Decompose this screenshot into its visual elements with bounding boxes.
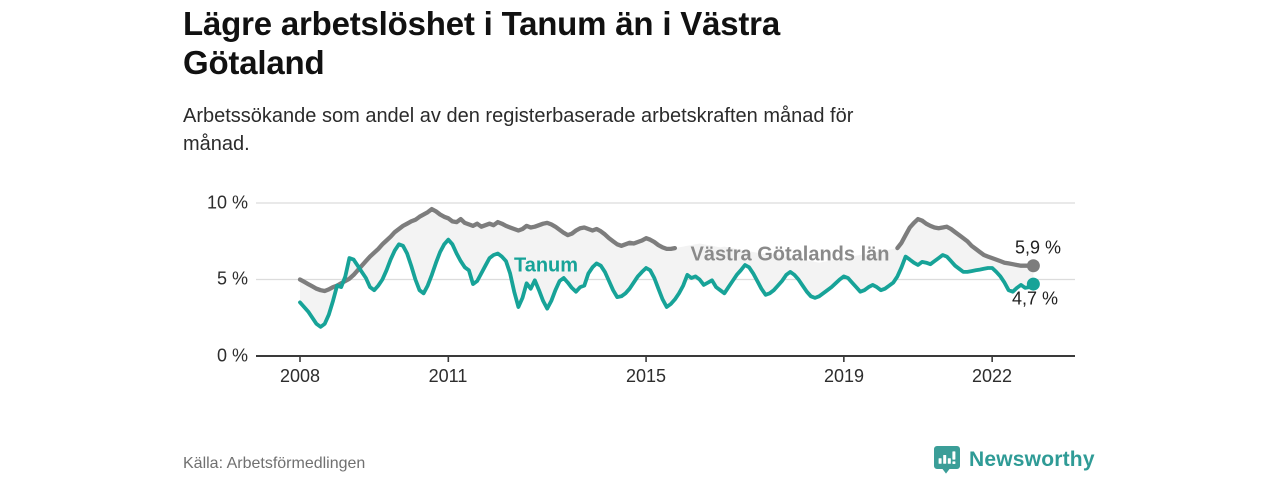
page-subtitle: Arbetssökande som andel av den registerb… [183, 102, 1003, 158]
series-label-tanum: Tanum [513, 254, 579, 277]
x-axis-label-2019: 2019 [823, 366, 865, 386]
newsworthy-bar-chart-bubble-icon [934, 446, 960, 474]
end-value-label-county: 5,9 % [1014, 237, 1062, 258]
newsworthy-wordmark: Newsworthy [969, 448, 1095, 471]
x-axis-label-2022: 2022 [971, 366, 1013, 386]
x-axis-label-2015: 2015 [625, 366, 667, 386]
y-axis-label-10: 10 % [206, 192, 248, 213]
source-note: Källa: Arbetsförmedlingen [183, 455, 366, 472]
series-label-vastra-gotalands-lan: Västra Götalands län [690, 243, 890, 266]
page-subtitle-line-2: månad. [183, 133, 250, 155]
y-axis-label-0: 0 % [216, 345, 248, 366]
page-title: Lägre arbetslöshet i Tanum än i Västra G… [183, 4, 1043, 82]
x-axis-label-2011: 2011 [428, 366, 468, 386]
y-axis-label-5: 5 % [216, 268, 248, 289]
page-subtitle-line-1: Arbetssökande som andel av den registerb… [183, 105, 854, 127]
page-title-line-1: Lägre arbetslöshet i Tanum än i Västra [183, 5, 780, 42]
page-title-line-2: Götaland [183, 44, 325, 81]
x-axis-label-2008: 2008 [279, 366, 321, 386]
end-value-label-tanum: 4,7 % [1011, 288, 1059, 309]
newsworthy-logo: Newsworthy [933, 445, 1095, 475]
